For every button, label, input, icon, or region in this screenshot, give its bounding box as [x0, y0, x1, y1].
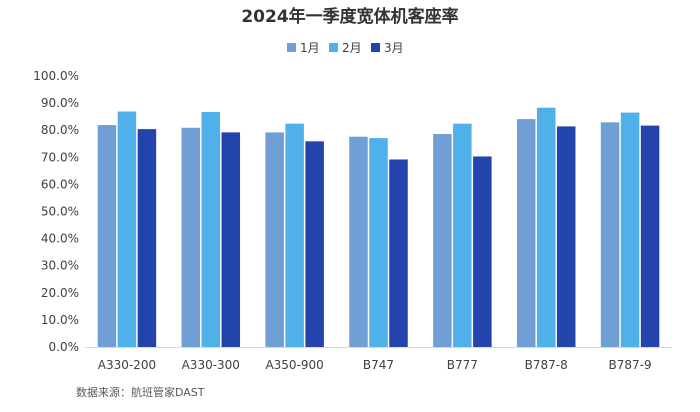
- bar-B787-8-2月: [536, 107, 556, 347]
- bar-A350-900-1月: [265, 132, 284, 347]
- x-tick-label: A350-900: [265, 358, 323, 372]
- x-axis: A330-200 A330-300 A350-900 B747 B777 B787-8 B7…: [85, 347, 672, 372]
- x-tick-label: A330-300: [182, 358, 240, 372]
- y-tick-label: 40.0%: [41, 232, 79, 246]
- x-tick-label: A330-200: [98, 358, 156, 372]
- y-tick-label: 80.0%: [41, 123, 79, 137]
- legend-label-3: 3月: [384, 41, 404, 55]
- bar-B747-2月: [369, 138, 388, 347]
- x-tick-label: B747: [363, 358, 394, 372]
- bar-B777-2月: [453, 123, 472, 347]
- chart-title: 2024年一季度宽体机客座率: [241, 6, 458, 27]
- bar-B777-3月: [473, 156, 492, 347]
- legend-label-1: 1月: [300, 41, 320, 55]
- bar-A350-900-3月: [305, 141, 324, 347]
- bar-B787-9-1月: [600, 122, 620, 347]
- bar-B747-1月: [349, 136, 368, 347]
- x-tick-label: B787-9: [609, 358, 652, 372]
- bar-B777-1月: [433, 133, 452, 347]
- source-note: 数据来源：航班管家DAST: [76, 385, 205, 399]
- y-axis: 0.0% 10.0% 20.0% 30.0% 40.0% 50.0% 60.0% 70.0% 8…: [33, 69, 79, 354]
- y-tick-label: 0.0%: [49, 340, 80, 354]
- legend-swatch-3: [371, 43, 380, 52]
- y-tick-label: 60.0%: [41, 177, 79, 191]
- x-tick-label: B787-8: [525, 358, 568, 372]
- bar-B787-8-1月: [516, 119, 536, 348]
- bar-A330-300-3月: [221, 132, 241, 347]
- bar-A330-300-1月: [181, 127, 201, 347]
- bars: [97, 107, 660, 348]
- legend: 1月 2月 3月: [287, 41, 404, 55]
- bar-A330-200-1月: [97, 125, 117, 348]
- bar-B787-9-3月: [640, 125, 660, 347]
- y-tick-label: 10.0%: [41, 313, 79, 327]
- legend-swatch-2: [329, 43, 338, 52]
- bar-A350-900-2月: [285, 123, 304, 347]
- y-tick-label: 100.0%: [33, 69, 79, 83]
- bar-A330-200-3月: [137, 129, 157, 347]
- legend-swatch-1: [287, 43, 296, 52]
- bar-B787-9-2月: [620, 112, 640, 348]
- y-tick-label: 20.0%: [41, 286, 79, 300]
- bar-A330-300-2月: [201, 112, 221, 347]
- bar-A330-200-2月: [117, 111, 137, 347]
- legend-label-2: 2月: [342, 41, 362, 55]
- y-tick-label: 50.0%: [41, 205, 79, 219]
- bar-B787-8-3月: [556, 126, 576, 347]
- y-tick-label: 90.0%: [41, 96, 79, 110]
- bar-B747-3月: [389, 159, 408, 347]
- y-tick-label: 70.0%: [41, 150, 79, 164]
- y-tick-label: 30.0%: [41, 259, 79, 273]
- x-tick-label: B777: [447, 358, 478, 372]
